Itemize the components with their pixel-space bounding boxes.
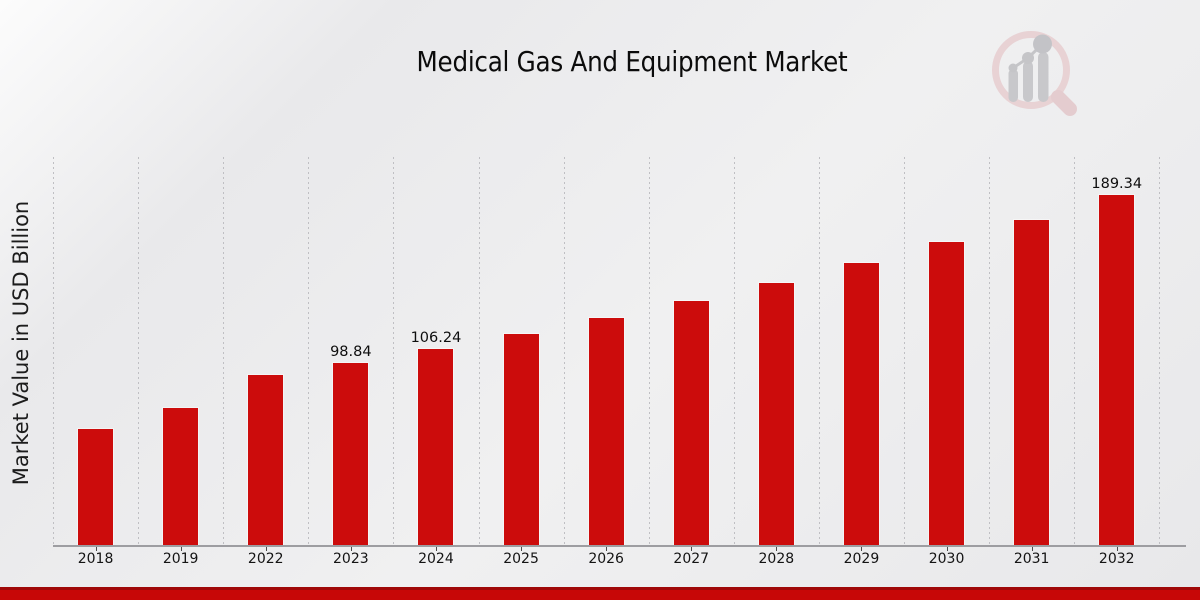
- x-tick-label-2023: 2023: [333, 551, 369, 567]
- bar-2030: [929, 242, 965, 546]
- gridline: [648, 157, 650, 546]
- x-axis-tick: [946, 546, 948, 551]
- footer-accent-band: [0, 587, 1200, 600]
- x-axis-tick: [606, 546, 608, 551]
- gridline: [733, 157, 735, 546]
- gridline: [904, 157, 905, 546]
- x-axis-tick: [861, 546, 863, 551]
- market-research-future-logo-icon: [992, 31, 1077, 116]
- gridline: [478, 157, 480, 546]
- x-tick-label-2028: 2028: [758, 551, 795, 567]
- x-tick-label-2024: 2024: [418, 551, 454, 567]
- bar-2026: [588, 318, 624, 546]
- chart-title: Medical Gas And Equipment Market: [416, 45, 848, 78]
- bar-value-label-2023: 98.84: [330, 343, 372, 360]
- x-axis-line: [53, 544, 1186, 547]
- bar-2027: [673, 301, 709, 546]
- x-tick-label-2025: 2025: [503, 551, 539, 567]
- gridline: [1159, 157, 1161, 546]
- logo-bar-large-icon: [1038, 52, 1049, 102]
- bar-2031: [1014, 219, 1050, 546]
- x-axis-tick: [435, 546, 437, 551]
- bar-2022: [248, 375, 284, 546]
- bar-2032: [1099, 195, 1135, 546]
- x-tick-label-2030: 2030: [928, 551, 965, 567]
- bar-2024: [418, 348, 454, 546]
- x-tick-label-2027: 2027: [673, 551, 710, 567]
- bar-value-label-2032: 189.34: [1091, 176, 1143, 193]
- gridline: [308, 157, 310, 546]
- gridline: [223, 157, 225, 546]
- footer-accent-band-fill: [0, 590, 1200, 600]
- x-tick-label-2026: 2026: [588, 551, 624, 567]
- x-axis-tick: [1031, 546, 1033, 551]
- gridline: [393, 157, 395, 546]
- bar-2019: [163, 408, 199, 546]
- x-axis-tick: [350, 546, 352, 551]
- magnifier-handle-icon: [1051, 90, 1077, 116]
- logo-bar-medium-icon: [1023, 61, 1033, 102]
- x-tick-label-2018: 2018: [77, 551, 114, 567]
- x-axis-tick: [776, 546, 778, 551]
- bar-2025: [503, 334, 539, 546]
- x-axis-tick: [95, 546, 97, 551]
- bar-2018: [78, 429, 114, 546]
- x-tick-label-2019: 2019: [162, 551, 199, 567]
- bar-2029: [843, 263, 879, 546]
- x-axis-tick: [1116, 546, 1118, 551]
- gridline: [563, 157, 565, 546]
- logo-dot-small-icon: [1008, 63, 1018, 73]
- magnifier-lens-icon: [992, 31, 1070, 109]
- footer-accent-band-edge: [0, 587, 1200, 590]
- gridline: [989, 157, 991, 546]
- x-tick-label-2031: 2031: [1013, 551, 1050, 567]
- gridline: [53, 157, 54, 546]
- logo-bar-small-icon: [1008, 69, 1018, 102]
- x-axis-tick: [265, 546, 267, 551]
- logo-dot-large-icon: [1033, 34, 1052, 54]
- bar-2023: [333, 362, 369, 546]
- gridline: [138, 157, 140, 546]
- x-axis-tick: [521, 546, 523, 551]
- x-axis-tick: [691, 546, 693, 551]
- x-tick-label-2032: 2032: [1098, 551, 1135, 567]
- gridline: [1074, 157, 1076, 546]
- gridline: [818, 157, 820, 546]
- bar-value-label-2024: 106.24: [410, 329, 462, 346]
- x-axis-tick: [180, 546, 182, 551]
- x-tick-label-2029: 2029: [843, 551, 880, 567]
- logo-dot-medium-icon: [1022, 52, 1034, 64]
- bar-2028: [758, 282, 794, 546]
- x-tick-label-2022: 2022: [247, 551, 284, 567]
